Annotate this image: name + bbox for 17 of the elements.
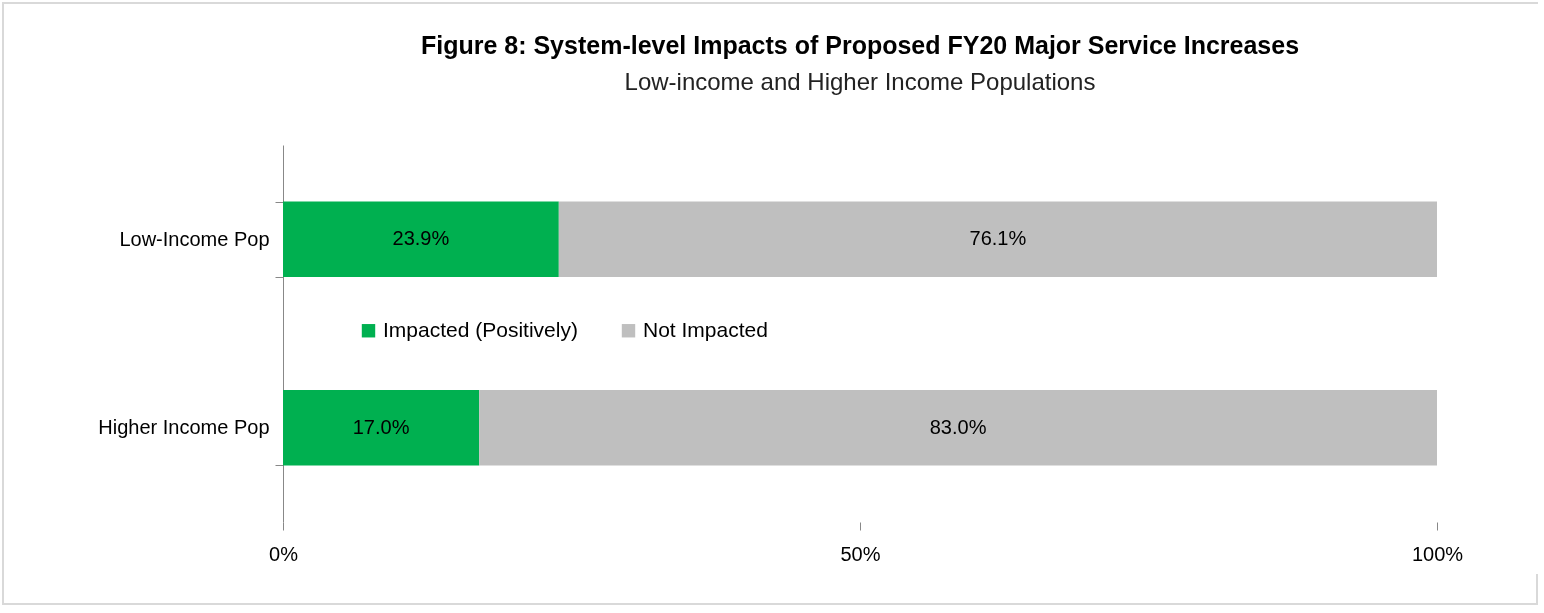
chart-title: Figure 8: System-level Impacts of Proposed FY20 Major Service Increases (420, 31, 1300, 59)
bar (283, 390, 480, 466)
data-label: 23.9% (392, 227, 450, 250)
y-tick-label: Low-Income Pop (119, 227, 270, 250)
data-label: 83.0% (929, 415, 987, 438)
data-label: 17.0% (352, 415, 410, 438)
bar (479, 390, 1437, 466)
legend-label: Not Impacted (643, 317, 768, 341)
y-tick-label: Higher Income Pop (98, 416, 270, 439)
bar (558, 201, 1437, 277)
x-tick-label: 50% (840, 542, 881, 565)
legend-label: Impacted (Positively) (383, 317, 578, 341)
chart-subtitle: Low-income and Higher Income Populations (624, 68, 1096, 95)
data-label: 76.1% (969, 227, 1027, 250)
bar (283, 201, 559, 277)
x-tick-label: 0% (269, 542, 299, 565)
x-tick-label: 100% (1411, 542, 1464, 565)
